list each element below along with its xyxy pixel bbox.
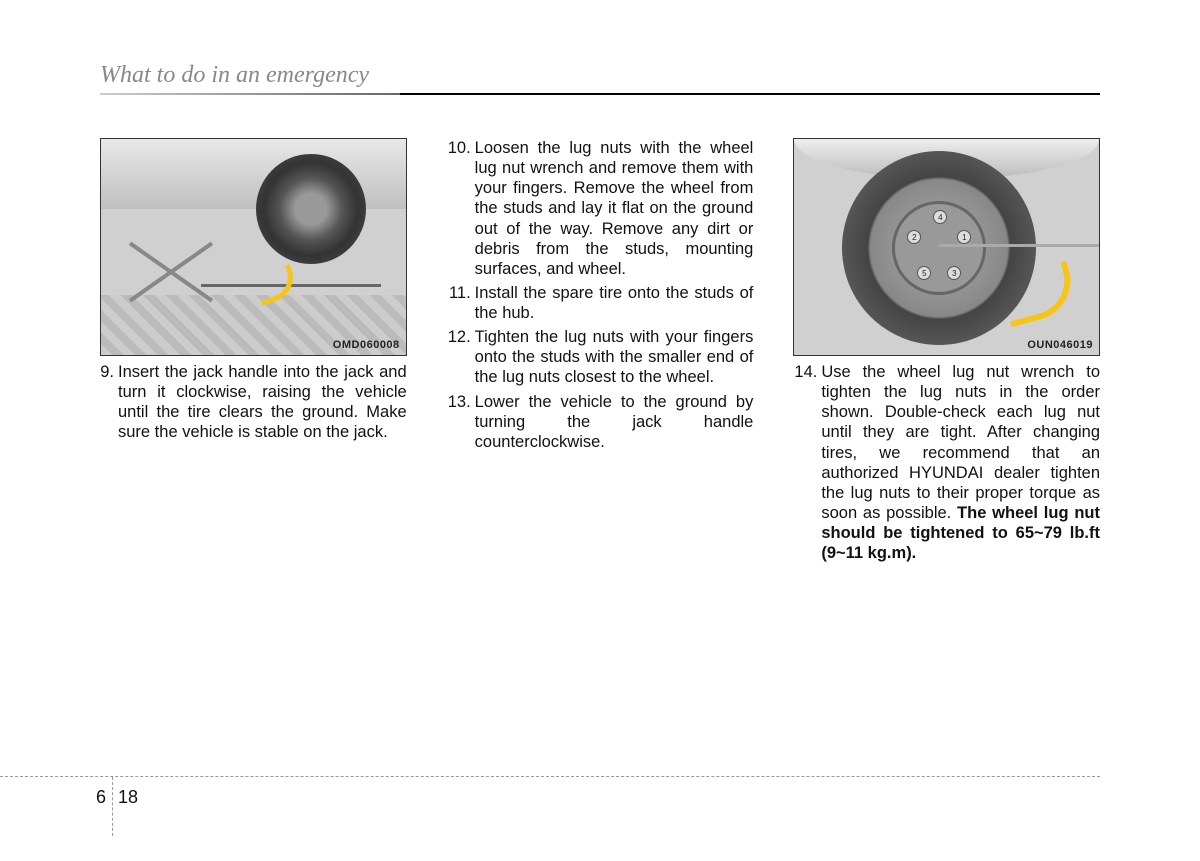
figure-lugnut-illustration: 1 2 3 4 5 OUN046019: [793, 138, 1100, 356]
jack-shape: [121, 230, 221, 320]
step-number: 10.: [447, 138, 475, 279]
footer-divider: [112, 777, 113, 836]
page-header: What to do in an emergency: [100, 62, 1100, 95]
figure-code: OMD060008: [333, 339, 400, 351]
page-footer: 6 18: [0, 776, 1100, 816]
figure-code: OUN046019: [1027, 339, 1093, 351]
step-number: 11.: [447, 283, 475, 323]
lug-5: 5: [917, 266, 931, 280]
section-number: 6: [96, 787, 106, 808]
section-title: What to do in an emergency: [100, 62, 1100, 93]
step-body: Use the wheel lug nut wrench to tighten …: [821, 362, 1100, 563]
lug-1: 1: [957, 230, 971, 244]
figure-jack-illustration: OMD060008: [100, 138, 407, 356]
wheel-shape: [256, 154, 366, 264]
step-number: 12.: [447, 327, 475, 387]
page-number: 18: [118, 787, 138, 808]
step-body: Install the spare tire onto the studs of…: [475, 283, 754, 323]
step-14-text: Use the wheel lug nut wrench to tighten …: [821, 363, 1100, 522]
step-number: 9.: [100, 362, 118, 443]
middle-steps: 10. Loosen the lug nuts with the wheel l…: [447, 138, 754, 452]
step-body: Lower the vehicle to the ground by turni…: [475, 392, 754, 452]
lug-4: 4: [933, 210, 947, 224]
step-body: Insert the jack handle into the jack and…: [118, 362, 407, 443]
content-columns: OMD060008 9. Insert the jack handle into…: [100, 138, 1100, 567]
step-9: 9. Insert the jack handle into the jack …: [100, 362, 407, 443]
step-body: Loosen the lug nuts with the wheel lug n…: [475, 138, 754, 279]
step-number: 13.: [447, 392, 475, 452]
header-rule-fade: [100, 93, 400, 95]
column-left: OMD060008 9. Insert the jack handle into…: [100, 138, 407, 567]
wrench-bar-shape: [939, 244, 1099, 247]
column-middle: 10. Loosen the lug nuts with the wheel l…: [447, 138, 754, 567]
lug-3: 3: [947, 266, 961, 280]
hub-shape: 1 2 3 4 5: [892, 201, 986, 295]
step-body: Tighten the lug nuts with your fingers o…: [475, 327, 754, 387]
step-number: 14.: [793, 362, 821, 563]
header-rule: [100, 93, 1100, 95]
lug-2: 2: [907, 230, 921, 244]
column-right: 1 2 3 4 5 OUN046019 14. Use the wheel lu…: [793, 138, 1100, 567]
step-14: 14. Use the wheel lug nut wrench to tigh…: [793, 362, 1100, 563]
